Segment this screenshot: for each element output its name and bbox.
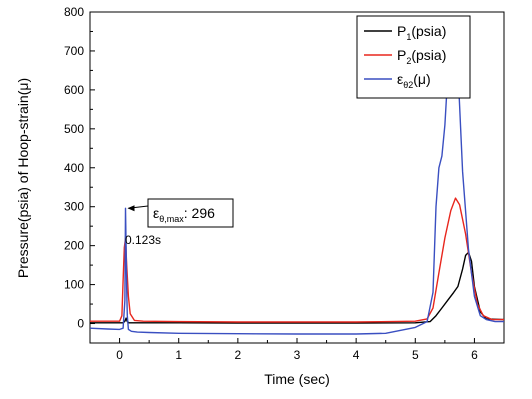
x-axis: 0 1 2 3 4 5 6 — [89, 338, 505, 362]
legend-label: P1(psia) — [397, 23, 446, 42]
y-tick-label: 500 — [64, 122, 84, 136]
x-axis-title: Time (sec) — [264, 371, 330, 387]
x-tick-label: 5 — [412, 348, 419, 362]
series-line-1 — [90, 251, 505, 324]
y-tick-label: 600 — [64, 83, 84, 97]
legend-label: P2(psia) — [397, 47, 446, 66]
y-axis-title: Pressure(psia) of Hoop-strain(μ) — [15, 78, 31, 278]
series-lines — [89, 30, 505, 335]
y-tick-label: 800 — [64, 5, 84, 19]
x-tick-label: 4 — [353, 348, 360, 362]
y-tick-label: 200 — [64, 239, 84, 253]
x-tick-label: 3 — [294, 348, 301, 362]
y-axis: 0 100 200 300 400 500 600 700 800 — [64, 5, 95, 331]
callout-arrowhead — [127, 205, 135, 212]
legend-box — [356, 15, 471, 99]
y-tick-label: 100 — [64, 278, 84, 292]
strain-max-callout: εθ,max: 296 — [153, 205, 215, 224]
x-tick-label: 2 — [235, 348, 242, 362]
legend: P1(psia) P2(psia) εθ2(μ) — [356, 15, 471, 99]
legend-label: εθ2(μ) — [397, 71, 431, 90]
y-tick-label: 0 — [77, 317, 84, 331]
y-tick-label: 300 — [64, 200, 84, 214]
series-line-3 — [89, 30, 504, 335]
x-tick-label: 1 — [175, 348, 182, 362]
y-tick-label: 700 — [64, 44, 84, 58]
strain-max-callout-box — [147, 198, 234, 228]
peak-time-label: 0.123s — [125, 233, 161, 247]
y-tick-label: 400 — [64, 161, 84, 175]
annotations: εθ,max: 296 0.123s — [125, 198, 234, 247]
x-tick-label: 0 — [116, 348, 123, 362]
x-tick-label: 6 — [471, 348, 478, 362]
